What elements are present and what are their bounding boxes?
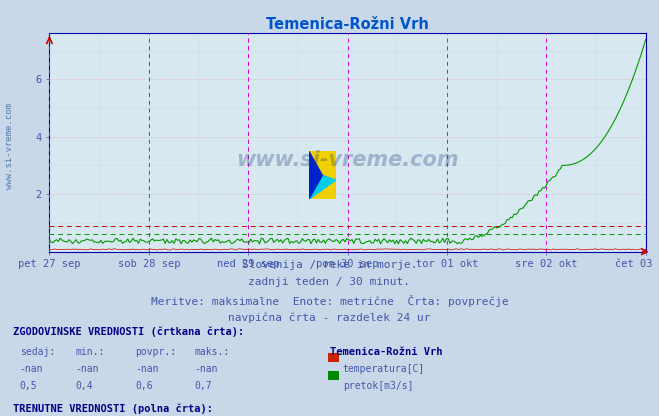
- Text: zadnji teden / 30 minut.: zadnji teden / 30 minut.: [248, 277, 411, 287]
- Text: pretok[m3/s]: pretok[m3/s]: [343, 381, 413, 391]
- Text: sedaj:: sedaj:: [20, 347, 55, 357]
- Text: 0,7: 0,7: [194, 381, 212, 391]
- Text: ZGODOVINSKE VREDNOSTI (črtkana črta):: ZGODOVINSKE VREDNOSTI (črtkana črta):: [13, 327, 244, 337]
- Text: -nan: -nan: [76, 364, 100, 374]
- Text: 0,4: 0,4: [76, 381, 94, 391]
- Text: www.si-vreme.com: www.si-vreme.com: [5, 103, 14, 188]
- Text: min.:: min.:: [76, 347, 105, 357]
- Text: Meritve: maksimalne  Enote: metrične  Črta: povprečje: Meritve: maksimalne Enote: metrične Črta…: [151, 295, 508, 307]
- Text: Slovenija / reke in morje.: Slovenija / reke in morje.: [242, 260, 417, 270]
- Text: -nan: -nan: [20, 364, 43, 374]
- Text: Temenica-Rožni Vrh: Temenica-Rožni Vrh: [330, 347, 442, 357]
- Text: www.si-vreme.com: www.si-vreme.com: [237, 150, 459, 170]
- Title: Temenica-Rožni Vrh: Temenica-Rožni Vrh: [266, 17, 429, 32]
- Text: maks.:: maks.:: [194, 347, 229, 357]
- Text: povpr.:: povpr.:: [135, 347, 176, 357]
- Text: TRENUTNE VREDNOSTI (polna črta):: TRENUTNE VREDNOSTI (polna črta):: [13, 403, 213, 414]
- Text: -nan: -nan: [194, 364, 218, 374]
- Text: navpična črta - razdelek 24 ur: navpična črta - razdelek 24 ur: [228, 312, 431, 323]
- Text: -nan: -nan: [135, 364, 159, 374]
- Text: temperatura[C]: temperatura[C]: [343, 364, 425, 374]
- Text: 0,6: 0,6: [135, 381, 153, 391]
- Text: 0,5: 0,5: [20, 381, 38, 391]
